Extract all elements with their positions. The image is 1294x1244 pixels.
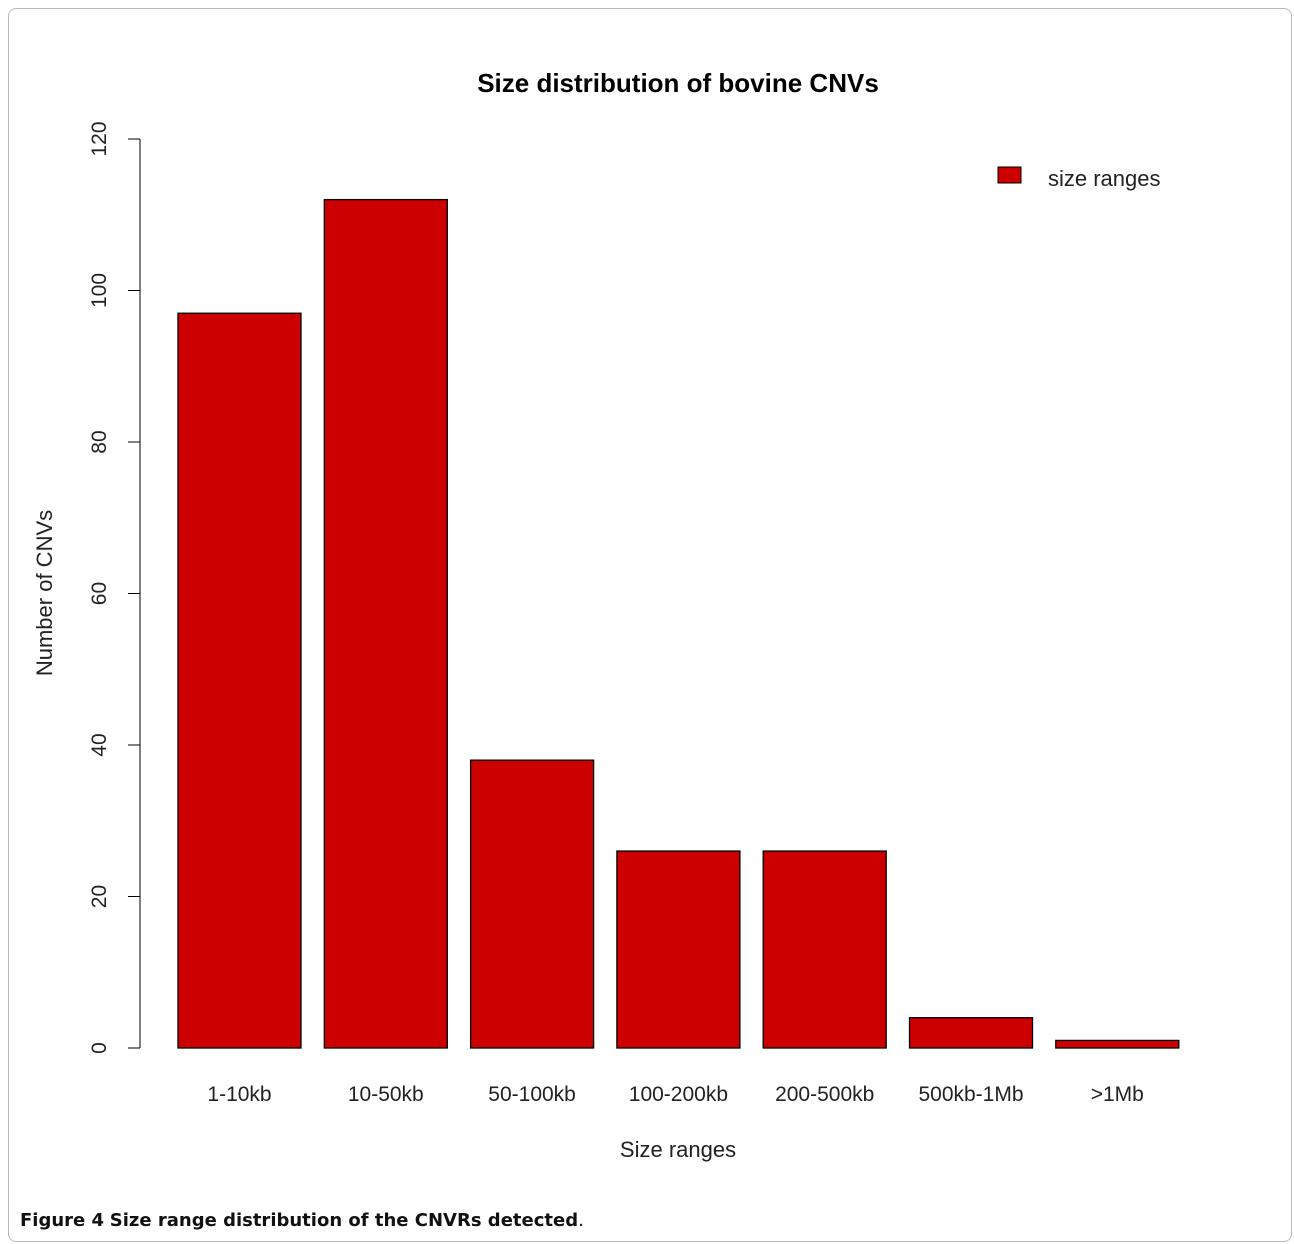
- y-tick-label: 40: [88, 733, 111, 756]
- y-tick-label: 60: [88, 582, 111, 605]
- bar: [616, 850, 741, 1049]
- legend-swatch: [997, 166, 1022, 184]
- y-tick-label: 0: [88, 1042, 111, 1054]
- x-tick-label: 1-10kb: [207, 1083, 271, 1106]
- x-tick-label: 100-200kb: [629, 1083, 728, 1106]
- x-axis-tick-labels: 1-10kb 10-50kb 50-100kb 100-200kb 200-500kb 5…: [207, 1083, 1143, 1106]
- chart-title: Size distribution of bovine CNVs: [477, 68, 879, 98]
- bar: [1055, 1039, 1180, 1049]
- x-axis-label: Size ranges: [620, 1137, 736, 1162]
- x-tick-label: 50-100kb: [488, 1083, 576, 1106]
- caption-label: Figure 4: [20, 1210, 105, 1231]
- caption-text: Size range distribution of the CNVRs det…: [109, 1210, 579, 1231]
- x-tick-label: 500kb-1Mb: [918, 1083, 1023, 1106]
- x-tick-label: 10-50kb: [348, 1083, 424, 1106]
- legend-label: size ranges: [1048, 166, 1161, 191]
- legend: size ranges: [997, 166, 1161, 191]
- y-axis-label: Number of CNVs: [32, 510, 57, 676]
- y-tick-label: 120: [88, 121, 111, 156]
- y-tick-label: 80: [88, 430, 111, 453]
- y-tick-label: 20: [88, 885, 111, 908]
- x-tick-label: 200-500kb: [775, 1083, 874, 1106]
- bar: [908, 1017, 1034, 1049]
- caption-end: .: [578, 1210, 584, 1231]
- figure-caption: Figure 4 Size range distribution of the …: [20, 1210, 584, 1231]
- bar: [469, 759, 595, 1049]
- x-tick-label: >1Mb: [1091, 1083, 1144, 1106]
- y-axis: 0 20 40 60 80 100 120: [88, 121, 141, 1054]
- bar-chart: Size distribution of bovine CNVs 0 20 40 60…: [32, 68, 1180, 1162]
- y-tick-label: 100: [88, 273, 111, 308]
- bar: [177, 312, 302, 1049]
- bar: [762, 850, 887, 1049]
- bar: [323, 198, 448, 1049]
- bars: [177, 198, 1180, 1049]
